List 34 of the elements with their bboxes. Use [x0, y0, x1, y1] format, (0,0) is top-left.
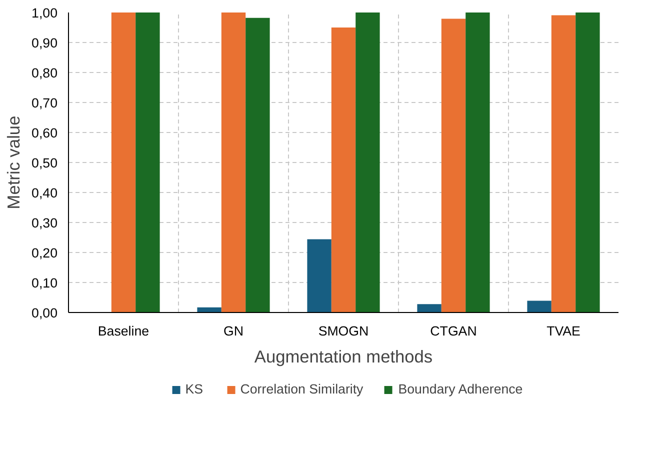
y-tick-label: 0,00 [32, 306, 58, 320]
bar [417, 304, 442, 312]
legend-label: KS [185, 382, 204, 396]
x-tick-label: Baseline [98, 324, 150, 338]
bar [221, 12, 246, 312]
y-tick-label: 0,80 [32, 66, 58, 80]
y-tick-label: 0,70 [32, 96, 58, 110]
x-tick-label: CTGAN [430, 324, 477, 338]
y-tick-label: 0,30 [32, 216, 58, 230]
bar [246, 18, 270, 312]
y-tick-label: 0,40 [32, 186, 58, 200]
bar [466, 12, 490, 312]
legend-label: Boundary Adherence [398, 382, 523, 396]
y-tick-label: 0,50 [32, 156, 58, 170]
x-tick-label: GN [224, 324, 244, 338]
bar [307, 239, 332, 312]
y-tick-label: 0,10 [32, 276, 58, 290]
y-tick-label: 0,60 [32, 126, 58, 140]
y-tick-label: 0,20 [32, 246, 58, 260]
x-tick-label: TVAE [546, 324, 581, 338]
bar [331, 28, 356, 312]
bar [111, 12, 136, 312]
x-axis-title: Augmentation methods [254, 346, 433, 366]
y-axis-title: Metric value [4, 116, 24, 210]
legend-label: Correlation Similarity [240, 382, 364, 396]
bar [136, 12, 160, 312]
bar [441, 18, 466, 312]
bar [576, 12, 600, 312]
y-tick-label: 0,90 [32, 36, 58, 50]
bar [551, 15, 576, 312]
y-tick-label: 1,00 [32, 6, 58, 20]
bar [356, 12, 380, 312]
bar [527, 300, 552, 312]
x-tick-label: SMOGN [318, 324, 369, 338]
